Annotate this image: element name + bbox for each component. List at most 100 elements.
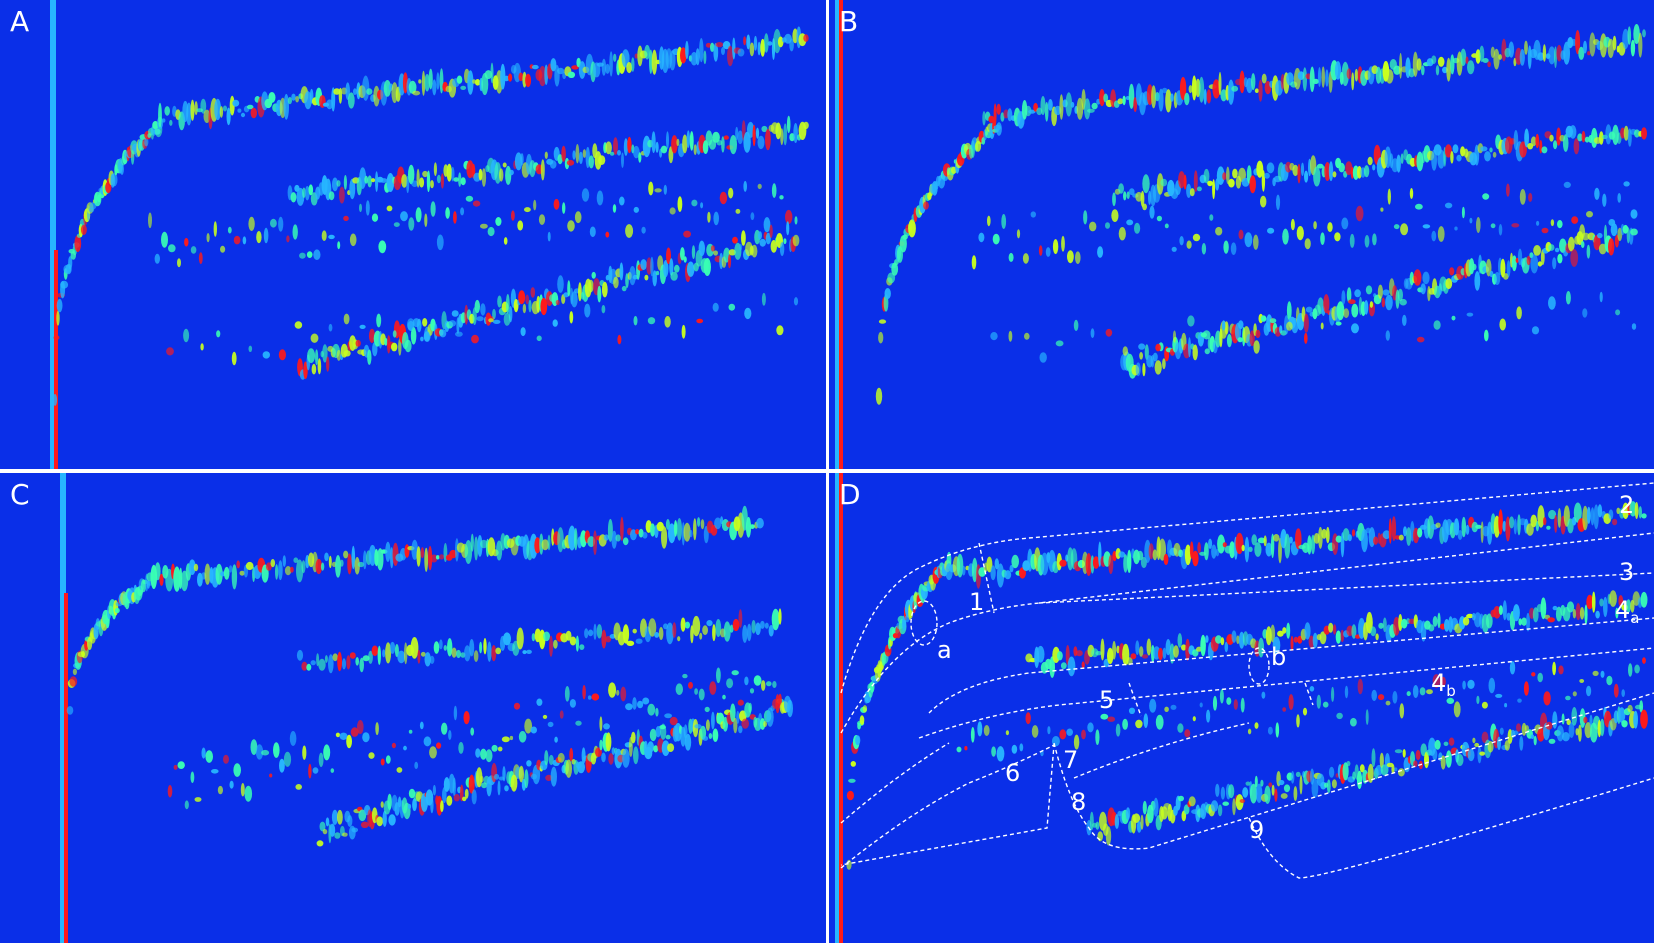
peak bbox=[722, 716, 728, 732]
peak bbox=[691, 199, 698, 207]
peak bbox=[707, 211, 711, 223]
peak bbox=[703, 258, 711, 276]
peak bbox=[1437, 149, 1445, 169]
peak bbox=[1344, 685, 1349, 699]
solvent-peak bbox=[839, 473, 843, 943]
peak bbox=[1398, 768, 1405, 777]
peak bbox=[328, 323, 333, 332]
peak bbox=[700, 519, 705, 530]
peak bbox=[388, 814, 396, 826]
peak bbox=[682, 673, 688, 679]
peak bbox=[1440, 676, 1446, 687]
peak bbox=[1122, 718, 1128, 730]
peak bbox=[1461, 516, 1467, 538]
peak bbox=[771, 608, 780, 631]
peak bbox=[1249, 330, 1255, 347]
peak bbox=[715, 619, 722, 637]
peak bbox=[1630, 39, 1636, 57]
peak bbox=[1562, 732, 1570, 742]
peak bbox=[396, 767, 403, 773]
peak bbox=[641, 226, 646, 234]
peak bbox=[772, 681, 777, 688]
peak bbox=[1489, 270, 1494, 278]
peak bbox=[421, 70, 426, 96]
peak bbox=[1400, 223, 1409, 236]
peak bbox=[1146, 638, 1152, 656]
peak bbox=[723, 135, 729, 140]
region-outline-2 bbox=[840, 482, 1654, 734]
peak bbox=[1203, 168, 1210, 184]
peak bbox=[1605, 124, 1612, 145]
peak bbox=[1139, 646, 1144, 657]
peak bbox=[1328, 622, 1334, 633]
peak bbox=[1626, 227, 1630, 244]
peak bbox=[1577, 133, 1583, 142]
peak bbox=[333, 88, 341, 95]
peak bbox=[1499, 318, 1506, 331]
peak bbox=[1575, 728, 1579, 736]
peak bbox=[69, 676, 78, 687]
peak bbox=[530, 287, 536, 298]
peak bbox=[411, 539, 419, 560]
peak bbox=[1573, 502, 1582, 523]
peak bbox=[1535, 133, 1540, 149]
peak bbox=[485, 749, 493, 763]
peak bbox=[644, 274, 649, 281]
peak bbox=[382, 810, 387, 827]
peak bbox=[1631, 323, 1637, 330]
peak bbox=[763, 217, 771, 233]
peak bbox=[1224, 641, 1229, 653]
peak bbox=[1521, 617, 1527, 626]
peak bbox=[1582, 505, 1589, 531]
peak bbox=[1087, 108, 1095, 113]
peak bbox=[1578, 46, 1585, 60]
peak bbox=[1416, 336, 1425, 343]
peak bbox=[1188, 796, 1196, 807]
peak bbox=[211, 769, 219, 774]
peak bbox=[572, 150, 576, 160]
peak bbox=[167, 785, 173, 798]
peak bbox=[793, 123, 798, 143]
peak bbox=[1233, 699, 1238, 710]
peak bbox=[1140, 814, 1144, 830]
peak bbox=[1606, 675, 1613, 686]
peak bbox=[1269, 318, 1277, 324]
peak bbox=[1282, 228, 1289, 245]
peak bbox=[664, 316, 671, 328]
peak bbox=[368, 650, 373, 664]
peak bbox=[786, 115, 791, 134]
peak bbox=[1307, 535, 1312, 555]
peak bbox=[417, 649, 421, 664]
peak bbox=[1504, 740, 1510, 751]
peak bbox=[490, 62, 494, 84]
peak bbox=[1370, 626, 1377, 637]
peak bbox=[1561, 713, 1565, 725]
peak bbox=[1542, 44, 1547, 62]
peak bbox=[261, 749, 270, 756]
peak bbox=[1099, 89, 1105, 107]
peak bbox=[698, 688, 705, 701]
peak bbox=[1616, 132, 1622, 144]
peak bbox=[549, 635, 553, 657]
peak bbox=[1380, 207, 1384, 212]
peak bbox=[716, 139, 723, 146]
peak bbox=[633, 206, 639, 213]
peak bbox=[190, 99, 195, 121]
peak bbox=[577, 761, 585, 774]
peak bbox=[1563, 181, 1571, 188]
peak bbox=[1115, 723, 1121, 737]
peak bbox=[1224, 321, 1229, 335]
peak bbox=[1594, 187, 1600, 200]
peak bbox=[759, 718, 766, 730]
peak bbox=[1130, 653, 1137, 660]
peak bbox=[1443, 741, 1449, 746]
peak bbox=[723, 621, 731, 642]
peak bbox=[518, 765, 525, 783]
peak bbox=[1474, 742, 1480, 748]
peak bbox=[1603, 596, 1608, 618]
peak bbox=[1060, 662, 1067, 670]
peak bbox=[362, 732, 370, 743]
peak bbox=[1247, 728, 1252, 735]
peak bbox=[1521, 722, 1527, 736]
peak bbox=[1220, 637, 1225, 646]
